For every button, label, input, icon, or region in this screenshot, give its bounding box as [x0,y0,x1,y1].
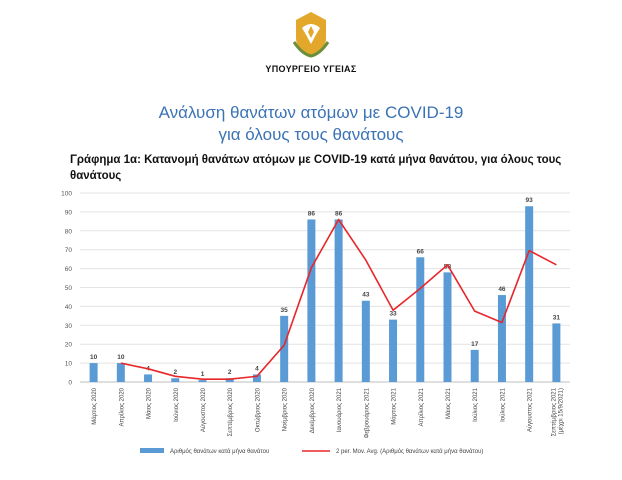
y-tick-label: 20 [65,342,73,349]
bar [225,378,234,382]
bar [252,374,261,382]
data-label: 58 [444,263,452,270]
data-label: 33 [389,311,397,318]
bar [198,380,207,382]
bar [89,363,98,382]
ministry-name: ΥΠΟΥΡΓΕΙΟ ΥΓΕΙΑΣ [265,64,357,74]
data-label: 10 [117,354,125,361]
bar [443,272,452,382]
legend-label-bars: Αριθμός θανάτων κατά μήνα θανάτου [170,448,269,455]
bar [116,363,125,382]
data-label: 35 [281,307,289,314]
data-label: 1 [201,371,205,378]
y-tick-label: 60 [65,266,73,273]
y-tick-label: 90 [65,209,73,216]
bar [416,257,425,382]
y-tick-label: 80 [65,228,73,235]
x-tick-label: Ιανουάριος 2021 [336,387,343,432]
x-tick-label: Ιούλιος 2021 [500,387,506,422]
x-tick-label: Απρίλιος 2020 [119,387,125,426]
emblem [0,8,622,60]
data-label: 4 [255,365,259,372]
bar [280,315,289,382]
x-tick-label: Απρίλιος 2021 [419,387,425,426]
y-tick-label: 100 [61,191,72,198]
bar [171,378,180,382]
x-tick-label: Σεπτέμβριος 2020 [227,387,234,436]
x-tick-label: Μάρτιος 2021 [391,387,398,424]
x-tick-label: Ιούνιος 2020 [174,387,180,422]
x-tick-label: Νοέμβριος 2020 [282,387,289,431]
bar [497,295,506,382]
y-tick-label: 70 [65,247,73,254]
data-label: 17 [471,341,479,348]
bar [144,374,153,382]
x-tick-label: Δεκέμβριος 2020 [309,387,316,433]
legend-label-line: 2 per. Mov. Avg. (Αριθμός θανάτων κατά μ… [336,448,483,455]
cyprus-coat-of-arms-icon [292,12,330,58]
x-tick-label: Αύγουστος 2021 [528,387,534,432]
x-tick-label: Μάιος 2020 [146,387,153,419]
data-label: 86 [335,210,343,217]
moving-average-line [120,218,557,380]
data-label: 46 [498,286,506,293]
y-tick-label: 0 [68,380,72,387]
page-title-line-1: Ανάλυση θανάτων ατόμων με COVID-19 [158,103,464,122]
x-tick-label: Οκτώβριος 2020 [255,387,261,432]
bar [525,206,534,382]
data-label: 10 [90,354,98,361]
bar [361,300,370,382]
bar [334,219,343,382]
data-label: 2 [228,369,232,376]
data-label: 2 [173,369,177,376]
x-tick-label: Φεβρουάριος 2021 [363,387,370,438]
data-label: 86 [308,210,316,217]
y-tick-label: 40 [65,304,73,311]
y-tick-label: 50 [65,285,73,292]
chart-title: Γράφημα 1α: Κατανομή θανάτων ατόμων με C… [70,154,562,182]
x-tick-label: Μάρτιος 2020 [91,387,98,424]
y-tick-label: 30 [65,323,73,330]
x-tick-label: Μάιος 2021 [445,387,452,419]
x-tick-label: Σεπτέμβριος 2021(μέχρι 15/9/2021) [550,387,564,436]
page-title-line-2: για όλους τους θανάτους [218,125,404,144]
bar [552,323,561,382]
legend-swatch-bars [140,448,164,453]
x-tick-label: Αύγουστος 2020 [201,387,207,432]
data-label: 93 [526,197,534,204]
data-label: 31 [553,314,561,321]
bar [389,319,398,382]
y-tick-label: 10 [65,361,73,368]
data-label: 43 [362,292,370,299]
bar [307,219,316,382]
bar [470,349,479,382]
x-tick-label: Ιούλιος 2021 [473,387,479,422]
data-label: 66 [417,248,425,255]
page-title: Ανάλυση θανάτων ατόμων με COVID-19 για ό… [0,102,622,146]
